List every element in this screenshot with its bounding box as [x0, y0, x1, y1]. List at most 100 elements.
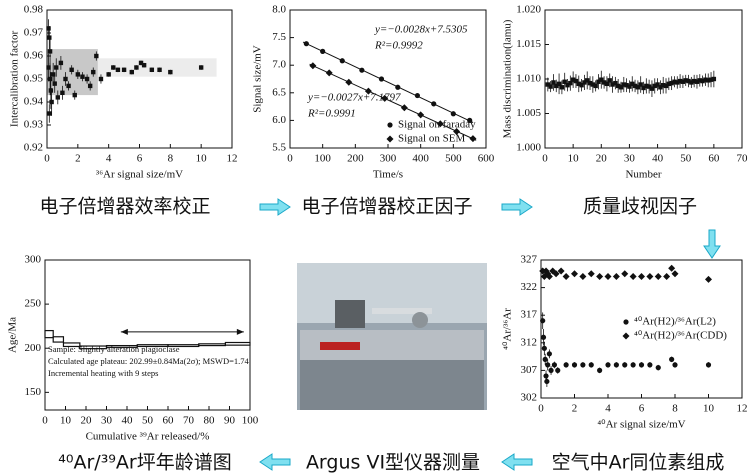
y-tick-label: 317 [521, 309, 538, 321]
point [624, 83, 629, 88]
point [359, 67, 365, 73]
age-step [44, 329, 54, 339]
point [666, 81, 672, 87]
plot-frame [289, 9, 487, 149]
point [49, 99, 54, 105]
point [711, 76, 717, 82]
legend-label: Signal on SEM [398, 133, 465, 145]
point [467, 117, 473, 123]
x-tick-label: 100 [242, 415, 259, 427]
point [69, 67, 74, 72]
point [638, 273, 645, 281]
y-tick-label: 1.015 [516, 38, 541, 50]
point [320, 48, 326, 55]
point [66, 83, 71, 89]
y-axis-title: Age/Ma [7, 317, 19, 353]
point [672, 362, 678, 368]
point [134, 65, 139, 70]
arrow-right [259, 198, 291, 216]
x-tick-label: 100 [314, 153, 331, 165]
point [570, 77, 576, 82]
point [579, 83, 584, 88]
x-axis-title: Cumulative ³⁹Ar released/% [86, 431, 210, 443]
point [542, 356, 548, 362]
point [668, 264, 676, 272]
plot-frame [46, 9, 233, 149]
point [587, 80, 593, 86]
point [556, 81, 562, 87]
point [149, 67, 155, 72]
x-tick-label: 10 [60, 415, 72, 427]
photo-source [412, 312, 428, 328]
caption: 质量歧视因子 [583, 196, 697, 218]
point [596, 273, 604, 281]
y-axis-title: Mass discrimination(lamu) [502, 19, 514, 138]
caption: ⁴⁰Ar/³⁹Ar坪年龄谱图 [58, 452, 232, 474]
arrow-head [236, 328, 244, 335]
x-tick-label: 0 [287, 153, 293, 165]
point [680, 79, 686, 84]
point [582, 80, 587, 85]
x-tick-label: 8 [672, 403, 678, 415]
point [677, 78, 683, 84]
point [630, 362, 636, 368]
y-tick-label: 1.005 [516, 107, 541, 119]
point [47, 76, 53, 82]
y-tick-label: 6.0 [272, 114, 286, 126]
photo-flight-tube [372, 308, 432, 314]
x-tick-label: 400 [412, 153, 429, 165]
point [703, 77, 708, 82]
point [129, 69, 134, 75]
point [417, 111, 425, 119]
point [689, 80, 694, 85]
y-tick-label: 0.94 [24, 96, 44, 108]
point [638, 362, 645, 368]
y-tick-label: 7.0 [272, 59, 286, 71]
x-tick-label: 600 [478, 153, 495, 165]
shaded-region [97, 58, 217, 77]
point [669, 80, 674, 86]
x-tick-label: 6 [639, 403, 645, 415]
arrow-left [259, 453, 291, 471]
x-tick-label: 12 [227, 153, 238, 165]
point [601, 80, 607, 85]
x-tick-label: 60 [163, 415, 175, 427]
y-tick-label: 150 [25, 386, 42, 398]
point [58, 60, 64, 66]
point [555, 367, 561, 373]
x-tick-label: 10 [196, 153, 208, 165]
legend-marker [622, 332, 630, 340]
x-tick-label: 200 [347, 153, 364, 165]
point [652, 83, 657, 89]
point [622, 362, 628, 368]
point [541, 345, 547, 351]
point [630, 81, 635, 87]
x-tick-label: 0 [538, 403, 544, 415]
point [568, 80, 573, 86]
point [554, 83, 559, 89]
x-tick-label: 0 [44, 153, 50, 165]
point [635, 85, 641, 90]
point [579, 273, 587, 281]
legend-label: ⁴⁰Ar(H2)/³⁶Ar(L2) [634, 316, 716, 328]
point [138, 60, 144, 66]
point [543, 373, 549, 379]
point [378, 76, 385, 82]
y-tick-label: 302 [521, 392, 538, 404]
x-tick-label: 300 [380, 153, 397, 165]
point [50, 72, 56, 77]
y-axis-title: Intercalibration factor [9, 31, 21, 128]
y-tick-label: 322 [521, 281, 538, 293]
x-tick-label: 70 [737, 153, 749, 165]
point [588, 362, 594, 368]
caption: 电子倍增器校正因子 [301, 196, 472, 218]
point [60, 90, 65, 95]
point [654, 273, 662, 281]
point [700, 78, 705, 84]
point [46, 65, 51, 70]
point [663, 83, 669, 89]
point [563, 362, 569, 368]
age-step [52, 336, 65, 343]
y-tick-label: 8.0 [272, 4, 286, 16]
x-tick-label: 6 [137, 153, 143, 165]
